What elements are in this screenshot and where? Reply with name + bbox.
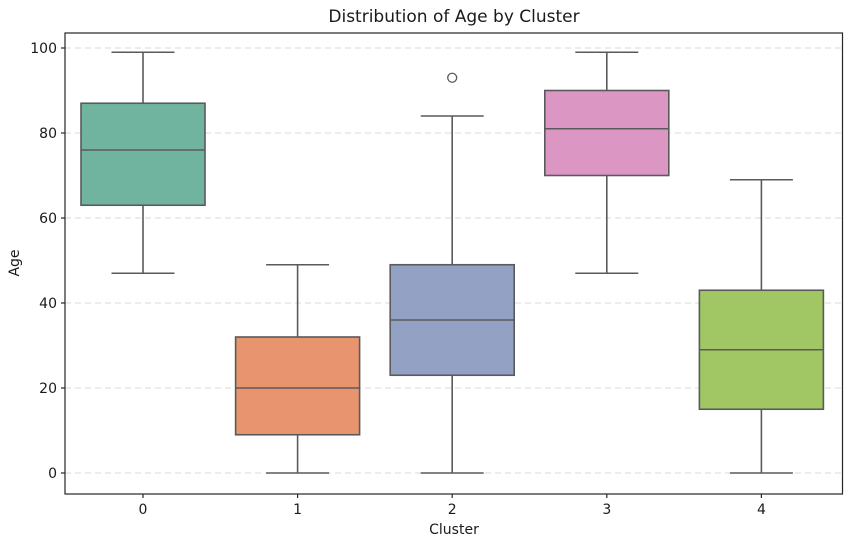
x-tick-label-0: 0	[139, 502, 148, 518]
box-3	[543, 89, 670, 177]
y-tick-label-80: 80	[39, 126, 57, 142]
x-axis-label: Cluster	[429, 522, 479, 538]
chart-title: Distribution of Age by Cluster	[328, 7, 580, 27]
y-tick-label-40: 40	[39, 296, 57, 312]
axes-frame	[64, 32, 844, 495]
x-tick-label-1: 1	[293, 502, 302, 518]
box-1	[234, 336, 361, 436]
box-0	[80, 102, 206, 207]
x-tick-label-3: 3	[602, 502, 611, 518]
y-tick-label-100: 100	[30, 41, 57, 57]
x-tick-label-2: 2	[448, 502, 457, 518]
x-tick-label-4: 4	[757, 502, 766, 518]
y-axis-label: Age	[7, 249, 23, 277]
y-tick-label-20: 20	[39, 381, 57, 397]
outlier-2	[447, 72, 458, 83]
y-tick-label-60: 60	[39, 211, 57, 227]
y-tick-label-0: 0	[48, 466, 57, 482]
